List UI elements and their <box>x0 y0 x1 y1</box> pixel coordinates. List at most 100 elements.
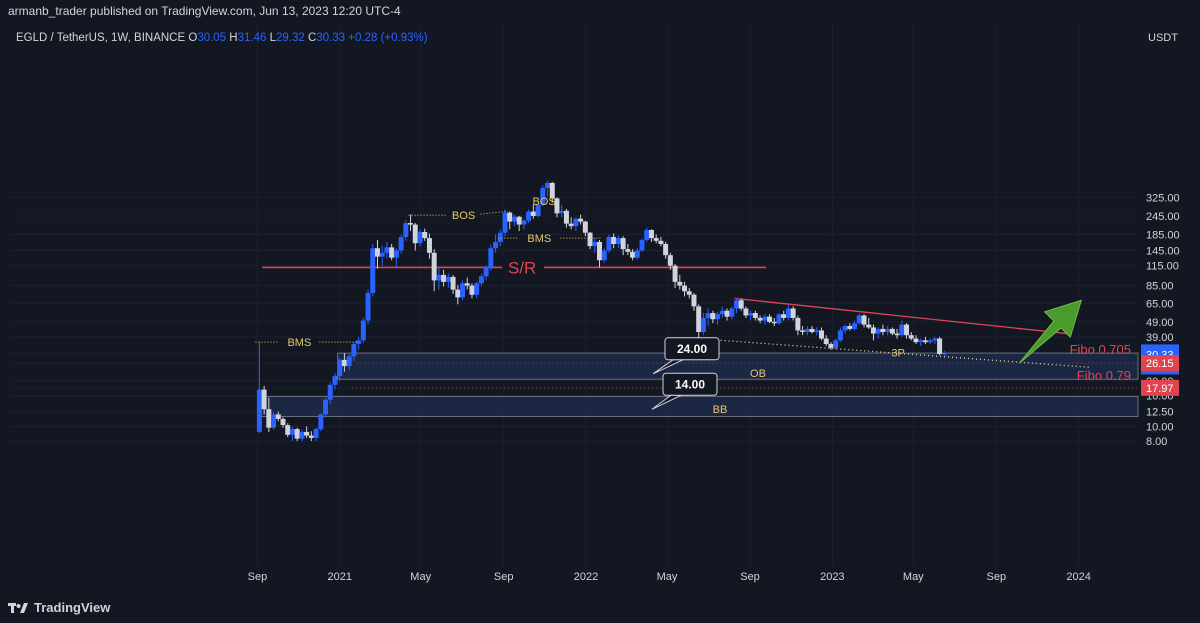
candle[interactable] <box>861 314 867 328</box>
candle[interactable] <box>705 308 711 327</box>
candle[interactable] <box>271 411 277 430</box>
candle[interactable] <box>379 246 385 266</box>
candle[interactable] <box>767 314 773 324</box>
candle[interactable] <box>360 317 366 344</box>
candle[interactable] <box>578 214 584 225</box>
candle[interactable] <box>762 314 768 325</box>
candle[interactable] <box>573 217 579 231</box>
candle[interactable] <box>313 427 319 442</box>
candle[interactable] <box>526 209 532 224</box>
candle[interactable] <box>658 236 664 247</box>
candle[interactable] <box>592 238 598 253</box>
candle[interactable] <box>856 313 862 325</box>
candle[interactable] <box>308 431 314 442</box>
candle[interactable] <box>332 373 338 390</box>
candle[interactable] <box>932 336 938 344</box>
candle[interactable] <box>540 185 546 207</box>
candle[interactable] <box>412 223 418 251</box>
candle[interactable] <box>809 326 815 334</box>
candle[interactable] <box>667 252 673 270</box>
candle[interactable] <box>563 209 569 228</box>
candle[interactable] <box>686 287 692 299</box>
candle[interactable] <box>374 240 380 269</box>
candle[interactable] <box>800 326 806 336</box>
candle[interactable] <box>422 228 428 241</box>
candle[interactable] <box>511 214 517 227</box>
candle[interactable] <box>814 327 820 336</box>
candle[interactable] <box>691 292 697 311</box>
candle[interactable] <box>431 249 437 292</box>
candle[interactable] <box>847 323 853 331</box>
candle[interactable] <box>757 315 763 324</box>
candle[interactable] <box>294 427 300 442</box>
candle[interactable] <box>625 243 631 256</box>
candle[interactable] <box>384 241 390 259</box>
candle[interactable] <box>341 353 347 372</box>
candle[interactable] <box>445 273 451 288</box>
candle[interactable] <box>611 233 617 249</box>
candle[interactable] <box>497 229 503 247</box>
candle[interactable] <box>417 229 423 247</box>
candle[interactable] <box>393 248 399 268</box>
candle[interactable] <box>724 308 730 321</box>
candle[interactable] <box>776 313 782 325</box>
candle[interactable] <box>356 336 362 350</box>
candle[interactable] <box>752 310 758 321</box>
candle[interactable] <box>507 211 513 230</box>
candle[interactable] <box>516 215 522 231</box>
candle[interactable] <box>648 229 654 242</box>
candle[interactable] <box>323 397 329 418</box>
candle[interactable] <box>833 338 839 350</box>
candle[interactable] <box>918 338 924 346</box>
candle[interactable] <box>535 202 541 218</box>
candle[interactable] <box>559 204 565 218</box>
candle[interactable] <box>748 310 754 321</box>
candle[interactable] <box>852 320 858 331</box>
candle[interactable] <box>908 331 914 341</box>
candle[interactable] <box>502 209 508 237</box>
candle[interactable] <box>894 328 900 339</box>
candle[interactable] <box>299 429 305 442</box>
candle[interactable] <box>261 385 267 415</box>
candle[interactable] <box>545 180 551 197</box>
candle[interactable] <box>408 214 414 231</box>
candle[interactable] <box>719 306 725 318</box>
candle[interactable] <box>710 310 716 324</box>
candle[interactable] <box>889 327 895 336</box>
candle[interactable] <box>899 320 905 337</box>
candle[interactable] <box>275 411 281 422</box>
candle[interactable] <box>870 324 876 341</box>
candle[interactable] <box>913 335 919 344</box>
candle[interactable] <box>785 305 791 321</box>
candle[interactable] <box>398 234 404 254</box>
candle[interactable] <box>365 289 371 325</box>
candle[interactable] <box>795 315 801 336</box>
candle[interactable] <box>620 236 626 256</box>
candle[interactable] <box>644 227 650 242</box>
candle[interactable] <box>790 306 796 321</box>
candle[interactable] <box>729 306 735 320</box>
candle[interactable] <box>403 220 409 241</box>
candle[interactable] <box>941 350 947 356</box>
candle[interactable] <box>804 326 810 336</box>
candle[interactable] <box>738 298 744 311</box>
candle[interactable] <box>922 336 928 344</box>
candle[interactable] <box>327 382 333 405</box>
candle[interactable] <box>483 265 489 281</box>
candle[interactable] <box>318 413 324 432</box>
candle[interactable] <box>596 240 602 268</box>
candle[interactable] <box>478 273 484 287</box>
candle[interactable] <box>837 327 843 343</box>
candle[interactable] <box>450 274 456 294</box>
candle[interactable] <box>630 249 636 261</box>
candle[interactable] <box>549 182 555 203</box>
candle[interactable] <box>682 281 688 297</box>
candle[interactable] <box>715 311 721 325</box>
chart-svg[interactable]: S/R BOS BOS BMS BMS 3P OB BB 24.00 14.00 Fibo 0.70… <box>0 22 1200 596</box>
candle[interactable] <box>663 241 669 259</box>
candle[interactable] <box>696 304 702 339</box>
candle[interactable] <box>289 427 295 442</box>
candle[interactable] <box>819 327 825 341</box>
candle[interactable] <box>828 342 834 350</box>
candle[interactable] <box>568 217 574 230</box>
